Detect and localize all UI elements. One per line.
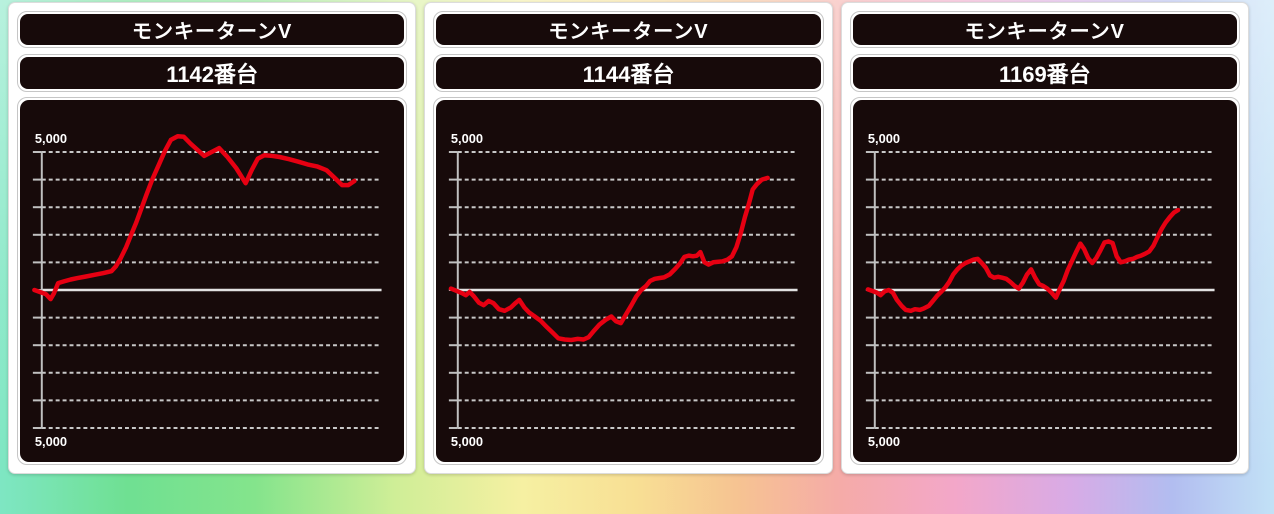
payout-graph-svg: 5,000 5,000 — [865, 131, 1215, 449]
machine-name: モンキーターンV — [852, 14, 1237, 45]
machine-name: モンキーターンV — [436, 14, 821, 45]
machine-number-frame: 1169番台 — [849, 54, 1240, 92]
svg-text:5,000: 5,000 — [868, 434, 900, 449]
machine-number-frame: 1142番台 — [17, 54, 408, 92]
machine-name-frame: モンキーターンV — [17, 11, 408, 48]
payout-chart-frame: 5,000 5,000 — [849, 97, 1240, 465]
svg-text:5,000: 5,000 — [35, 131, 67, 146]
payout-graph-svg: 5,000 5,000 — [449, 131, 798, 449]
payout-chart-frame: 5,000 5,000 — [433, 97, 824, 465]
payout-chart: 5,000 5,000 — [852, 100, 1237, 462]
machine-name-frame: モンキーターンV — [849, 11, 1240, 48]
svg-text:5,000: 5,000 — [451, 131, 483, 146]
machine-name-frame: モンキーターンV — [433, 11, 824, 48]
machine-number: 1144番台 — [436, 57, 821, 89]
machine-number: 1142番台 — [20, 57, 405, 89]
payout-chart: 5,000 5,000 — [20, 100, 405, 462]
machine-panel-1169: モンキーターンV 1169番台 5,000 5,000 — [840, 2, 1249, 474]
svg-text:5,000: 5,000 — [868, 131, 900, 146]
machine-number: 1169番台 — [852, 57, 1237, 89]
machine-number-frame: 1144番台 — [433, 54, 824, 92]
payout-chart-frame: 5,000 5,000 — [17, 97, 408, 465]
machine-name: モンキーターンV — [20, 14, 405, 45]
svg-text:5,000: 5,000 — [451, 434, 483, 449]
machine-panel-1142: モンキーターンV 1142番台 5,000 5,000 — [8, 2, 417, 474]
payout-chart: 5,000 5,000 — [436, 100, 821, 462]
machine-panels-row: モンキーターンV 1142番台 5,000 5,000 モンキーターンV 1144… — [8, 2, 1249, 474]
machine-panel-1144: モンキーターンV 1144番台 5,000 5,000 — [424, 2, 833, 474]
svg-text:5,000: 5,000 — [35, 434, 67, 449]
payout-graph-svg: 5,000 5,000 — [32, 131, 382, 449]
